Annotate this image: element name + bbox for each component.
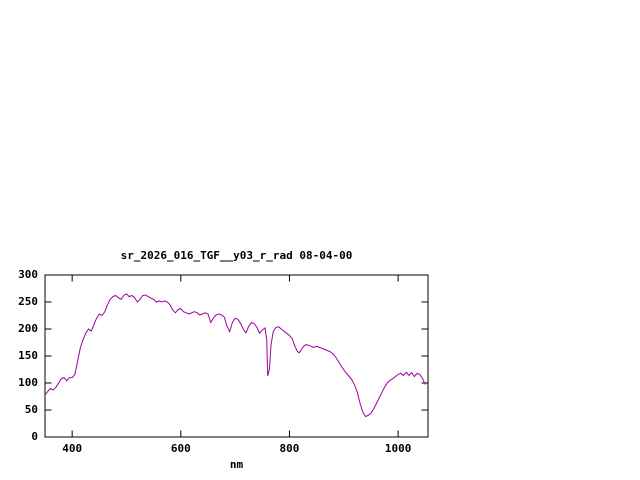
y-tick-label: 0 bbox=[31, 430, 38, 443]
y-tick-label: 250 bbox=[18, 295, 38, 308]
y-tick-label: 200 bbox=[18, 322, 38, 335]
x-tick-label: 800 bbox=[279, 442, 300, 455]
axis-ticks bbox=[45, 274, 428, 438]
y-tick-label: 100 bbox=[18, 376, 38, 389]
x-axis-label: nm bbox=[229, 458, 244, 471]
x-tick-label: 400 bbox=[62, 442, 83, 455]
y-tick-label: 50 bbox=[24, 403, 38, 416]
y-tick-label: 300 bbox=[18, 268, 38, 281]
x-tick-label: 600 bbox=[170, 442, 191, 455]
x-tick-label: 1000 bbox=[384, 442, 412, 455]
chart-title: sr_2026_016_TGF__y03_r_rad 08-04-00 bbox=[120, 249, 353, 262]
plot-border bbox=[44, 274, 429, 438]
y-tick-label: 150 bbox=[18, 349, 38, 362]
spectrum-line bbox=[44, 293, 426, 418]
